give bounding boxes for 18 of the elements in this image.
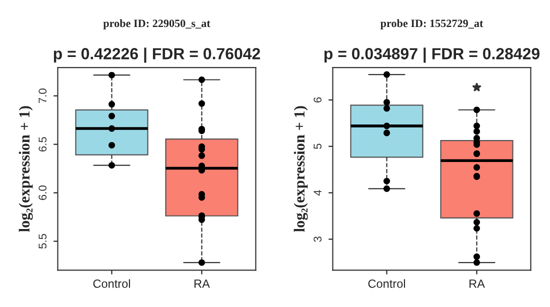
y-axis-title: log₂(expression + 1) — [294, 106, 308, 232]
y-axis-title: log₂(expression + 1) — [18, 106, 33, 232]
y-tick-label: 5.5 — [38, 234, 47, 249]
y-tick-label: 5 — [314, 144, 322, 150]
chart-title: probe ID: 229050_s_at — [103, 19, 210, 30]
y-tick-label: 6.0 — [38, 186, 47, 200]
x-tick-label: Control — [93, 279, 130, 288]
x-tick-label: RA — [194, 280, 210, 288]
x-tick-label: RA — [470, 280, 485, 288]
chart-title: probe ID: 1552729_at — [380, 19, 484, 30]
y-tick-label: 6.5 — [38, 137, 47, 152]
y-tick-label: 6 — [314, 97, 322, 102]
x-tick-label: Control — [368, 279, 405, 288]
y-tick-label: 7.0 — [38, 88, 47, 103]
chart-subtitle: p = 0.034897 | FDR = 0.28429 — [324, 48, 540, 63]
y-tick-label: 4 — [314, 190, 322, 196]
chart-subtitle: p = 0.42226 | FDR = 0.76042 — [54, 48, 260, 63]
y-tick-label: 3 — [314, 236, 322, 242]
